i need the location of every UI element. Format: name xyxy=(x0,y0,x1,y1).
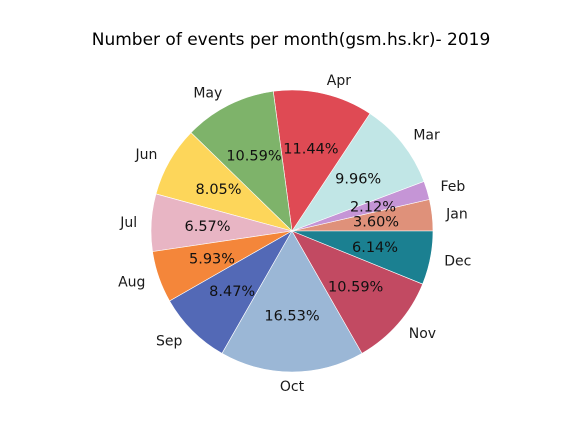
percent-labels: 3.60%2.12%9.96%11.44%10.59%8.05%6.57%5.9… xyxy=(185,142,400,325)
chart-title: Number of events per month(gsm.hs.kr)- 2… xyxy=(92,30,491,50)
percent-label-aug: 5.93% xyxy=(189,252,235,268)
percent-label-apr: 11.44% xyxy=(283,142,338,158)
percent-label-may: 10.59% xyxy=(226,148,281,164)
category-label-oct: Oct xyxy=(280,379,305,395)
percent-label-dec: 6.14% xyxy=(352,240,398,256)
category-label-dec: Dec xyxy=(444,254,471,270)
percent-label-nov: 10.59% xyxy=(328,280,383,296)
percent-label-oct: 16.53% xyxy=(264,309,319,325)
category-label-aug: Aug xyxy=(118,275,145,291)
category-label-sep: Sep xyxy=(156,334,183,350)
category-label-feb: Feb xyxy=(441,179,466,195)
pie-slice-nov xyxy=(291,230,424,354)
percent-label-feb: 2.12% xyxy=(350,200,396,216)
category-labels: Jan Feb Mar Apr May Jun Jul Aug Sep Oct Nov Dec xyxy=(118,73,471,395)
pie-slice-mar xyxy=(291,113,425,232)
category-label-mar: Mar xyxy=(413,127,440,143)
category-label-jan: Jan xyxy=(445,206,468,222)
percent-label-sep: 8.47% xyxy=(209,284,255,300)
category-label-jul: Jul xyxy=(119,215,137,231)
percent-label-jan: 3.60% xyxy=(353,214,399,230)
percent-label-jul: 6.57% xyxy=(185,219,231,235)
category-label-nov: Nov xyxy=(409,326,436,342)
percent-label-jun: 8.05% xyxy=(196,182,242,198)
pie-slice-dec xyxy=(291,230,434,285)
percent-label-mar: 9.96% xyxy=(335,171,381,187)
category-label-may: May xyxy=(193,85,222,101)
pie-wedges xyxy=(150,89,434,373)
pie-slice-apr xyxy=(272,89,371,232)
category-label-jun: Jun xyxy=(134,147,157,163)
pie-slice-oct xyxy=(221,230,363,373)
pie-slice-may xyxy=(190,90,293,232)
category-label-apr: Apr xyxy=(327,73,351,89)
